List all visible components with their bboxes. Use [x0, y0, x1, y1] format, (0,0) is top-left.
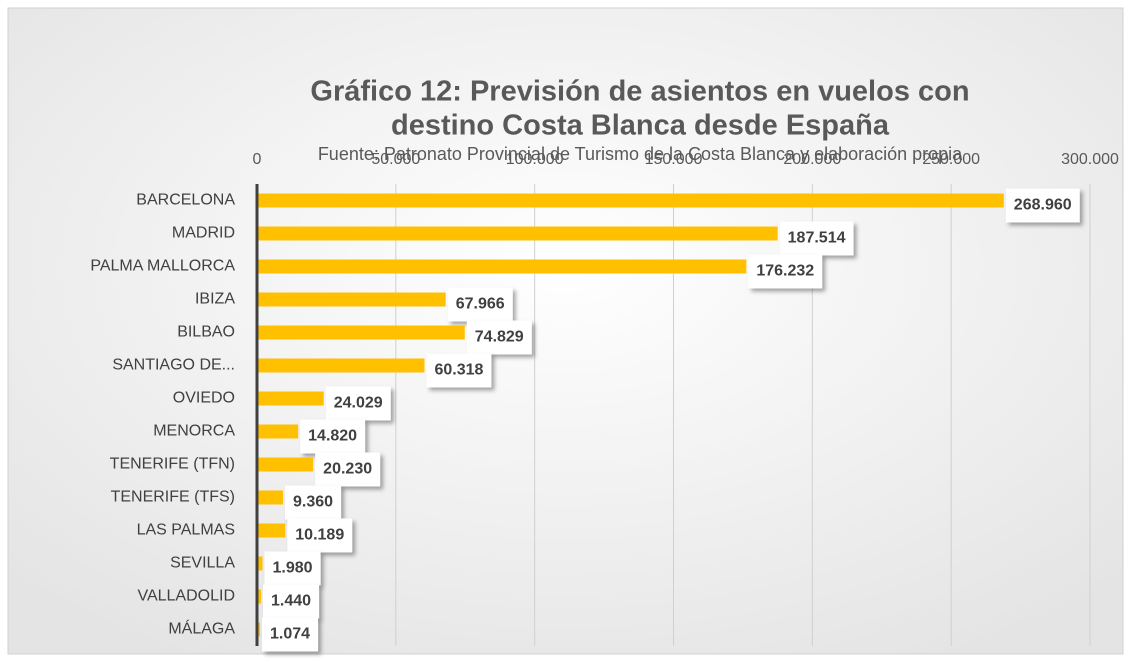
data-label: 74.829: [475, 329, 524, 346]
bar: [257, 457, 314, 472]
data-label-box: [284, 485, 342, 520]
bar: [257, 358, 425, 373]
y-tick-label: MENORCA: [153, 423, 235, 440]
y-tick-label: PALMA MALLORCA: [90, 258, 235, 275]
chart-subtitle: Fuente: Patronato Provincial de Turismo …: [318, 144, 963, 164]
data-label-box: [325, 386, 391, 421]
data-label-box: [447, 287, 513, 322]
bar: [257, 325, 465, 340]
x-tick-label: 50.000: [371, 151, 420, 168]
chart-title: Gráfico 12: Previsión de asientos en vue…: [310, 76, 969, 108]
chart-title: destino Costa Blanca desde España: [391, 110, 890, 142]
data-label: 9.360: [293, 494, 333, 511]
data-label-box: [261, 617, 319, 652]
data-label-box: [1005, 188, 1080, 223]
x-tick-label: 150.000: [645, 151, 703, 168]
y-tick-label: OVIEDO: [173, 390, 235, 407]
y-tick-label: BILBAO: [177, 324, 235, 341]
bar: [257, 226, 778, 241]
x-tick-label: 100.000: [506, 151, 564, 168]
bar: [257, 556, 263, 571]
x-tick-label: 0: [253, 151, 262, 168]
y-tick-label: SANTIAGO DE...: [112, 357, 235, 374]
chart-background: [7, 7, 1124, 655]
bar: [257, 193, 1004, 208]
data-label: 176.232: [756, 263, 814, 280]
bar: [257, 391, 324, 406]
x-tick-label: 200.000: [783, 151, 841, 168]
data-label: 20.230: [323, 461, 372, 478]
y-tick-label: IBIZA: [195, 291, 235, 308]
y-tick-label: VALLADOLID: [137, 588, 235, 605]
data-label: 268.960: [1014, 197, 1072, 214]
data-label-box: [466, 320, 532, 355]
data-label: 187.514: [788, 230, 846, 247]
data-label-box: [426, 353, 492, 388]
y-tick-label: TENERIFE (TFS): [111, 489, 235, 506]
data-label-box: [748, 254, 823, 289]
data-label-box: [262, 584, 320, 619]
data-label-box: [287, 518, 353, 553]
bar: [257, 523, 286, 538]
data-label-box: [300, 419, 366, 454]
bar: [257, 259, 747, 274]
x-tick-label: 250.000: [922, 151, 980, 168]
data-label-box: [779, 221, 854, 256]
y-tick-label: TENERIFE (TFN): [110, 456, 235, 473]
y-tick-label: MADRID: [172, 225, 235, 242]
bar: [257, 424, 299, 439]
data-label: 1.440: [271, 593, 311, 610]
data-label: 1.980: [272, 560, 312, 577]
x-tick-label: 300.000: [1061, 151, 1119, 168]
data-label: 10.189: [295, 527, 344, 544]
bar: [257, 589, 261, 604]
data-label-box: [315, 452, 381, 487]
data-label: 14.820: [308, 428, 357, 445]
bar: [257, 490, 283, 505]
data-label: 60.318: [434, 362, 483, 379]
data-label: 67.966: [456, 296, 505, 313]
data-label: 24.029: [334, 395, 383, 412]
data-label: 1.074: [270, 626, 310, 643]
y-tick-label: SEVILLA: [170, 555, 235, 572]
y-tick-label: MÁLAGA: [168, 619, 235, 638]
data-label-box: [264, 551, 321, 586]
y-tick-label: LAS PALMAS: [137, 522, 235, 539]
bar: [257, 292, 446, 307]
y-tick-label: BARCELONA: [136, 192, 235, 209]
